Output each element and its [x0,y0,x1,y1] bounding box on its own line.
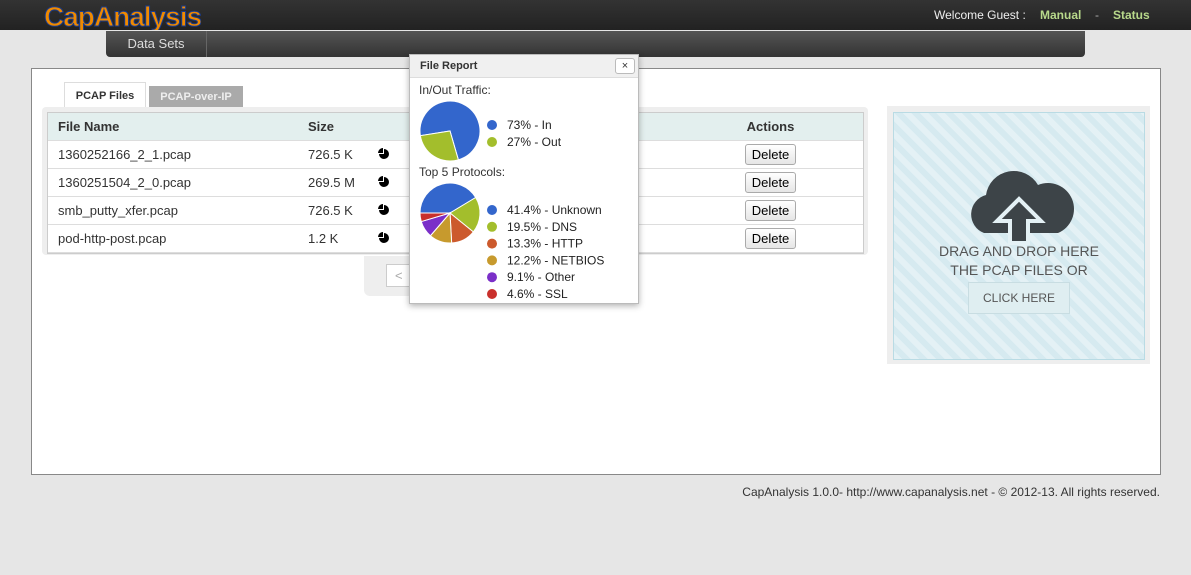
delete-button[interactable]: Delete [744,200,797,221]
chart-heading: In/Out Traffic: [419,83,491,97]
tab[interactable]: PCAP-over-IP [149,86,243,107]
drop-line: DRAG AND DROP HERE [939,243,1099,259]
prev-button[interactable]: < [386,264,412,287]
legend-dot [487,120,497,130]
logo[interactable]: CapAnalysis [44,1,202,31]
tab-active[interactable]: PCAP Files [64,82,146,109]
drop-line: THE PCAP FILES OR [950,262,1088,278]
icon-shape [379,233,389,243]
manual-link[interactable]: Manual [1040,8,1082,22]
drop-text: DRAG AND DROP HERE THE PCAP FILES OR [894,242,1144,280]
icon-shape [378,232,383,237]
separator: - [1095,8,1099,22]
size-text: 269.5 M [308,175,355,190]
file-name: pod-http-post.pcap [48,224,298,253]
dropzone[interactable]: DRAG AND DROP HERE THE PCAP FILES OR CLIC… [893,112,1145,360]
legend-dot [487,238,497,249]
legend-dot [487,272,497,283]
status-link[interactable]: Status [1113,8,1150,22]
icon-shape [379,177,389,187]
legend-dot [487,289,497,299]
legend-dot [487,205,497,215]
delete-button[interactable]: Delete [744,172,797,193]
footer: CapAnalysis 1.0.0- http://www.capanalysi… [742,485,1160,499]
pie-slice [419,212,451,223]
actions: Delete [678,168,863,197]
popup-titlebar [410,55,638,78]
file-report-popup: File Report × In/Out Traffic: 73% - In 27%… [409,54,639,304]
icon-shape [378,176,383,181]
file-name: 1360251504_2_0.pcap [48,168,298,197]
icon-shape [379,149,389,159]
legend-label: 41.4% - Unknown [507,203,602,217]
legend-label: 4.6% - SSL [507,287,568,301]
chart-heading: Top 5 Protocols: [419,165,505,179]
actions: Delete [678,224,863,253]
delete-button[interactable]: Delete [744,144,797,165]
actions: Delete [678,196,863,225]
col-header: File Name [48,113,298,141]
nav-bar: Data Sets [106,31,1085,57]
close-button[interactable]: × [615,58,635,74]
popup-title: File Report [420,60,478,72]
legend-dot [487,137,497,147]
report-icon[interactable] [378,148,390,160]
legend-dot [487,221,497,232]
legend-label: 12.2% - NETBIOS [507,253,604,267]
popup-charts: In/Out Traffic: 73% - In 27% - Out Top 5 Pr… [419,83,604,301]
report-icon[interactable] [378,176,390,188]
pie-slice [419,100,481,161]
legend-label: 27% - Out [507,135,562,149]
legend-label: 73% - In [507,118,552,132]
nav-tab[interactable]: Data Sets [106,31,207,57]
actions: Delete [678,140,863,169]
size-text: 726.5 K [308,147,353,162]
delete-button[interactable]: Delete [744,228,797,249]
welcome: Welcome Guest : [934,8,1026,22]
click-button[interactable]: CLICK HERE [967,282,1071,314]
pagination-frame: < [364,256,414,296]
size-text: 726.5 K [308,203,353,218]
legend-label: 19.5% - DNS [507,220,577,234]
file-name: 1360252166_2_1.pcap [48,140,298,169]
icon-shape [378,148,383,153]
report-icon[interactable] [378,232,390,244]
pie-slice [449,196,481,233]
legend-label: 13.3% - HTTP [507,237,583,251]
icon-shape [379,205,389,215]
legend-label: 9.1% - Other [507,270,575,284]
report-icon[interactable] [378,204,390,216]
header: CapAnalysis Welcome Guest : Manual - Sta… [0,0,1191,30]
legend-dot [487,255,497,266]
icon-shape [378,204,383,209]
col-header: Actions [678,113,863,141]
cloud-icon [971,170,1074,245]
pie-slice [419,130,459,162]
size-text: 1.2 K [308,231,339,246]
file-name: smb_putty_xfer.pcap [48,196,298,225]
